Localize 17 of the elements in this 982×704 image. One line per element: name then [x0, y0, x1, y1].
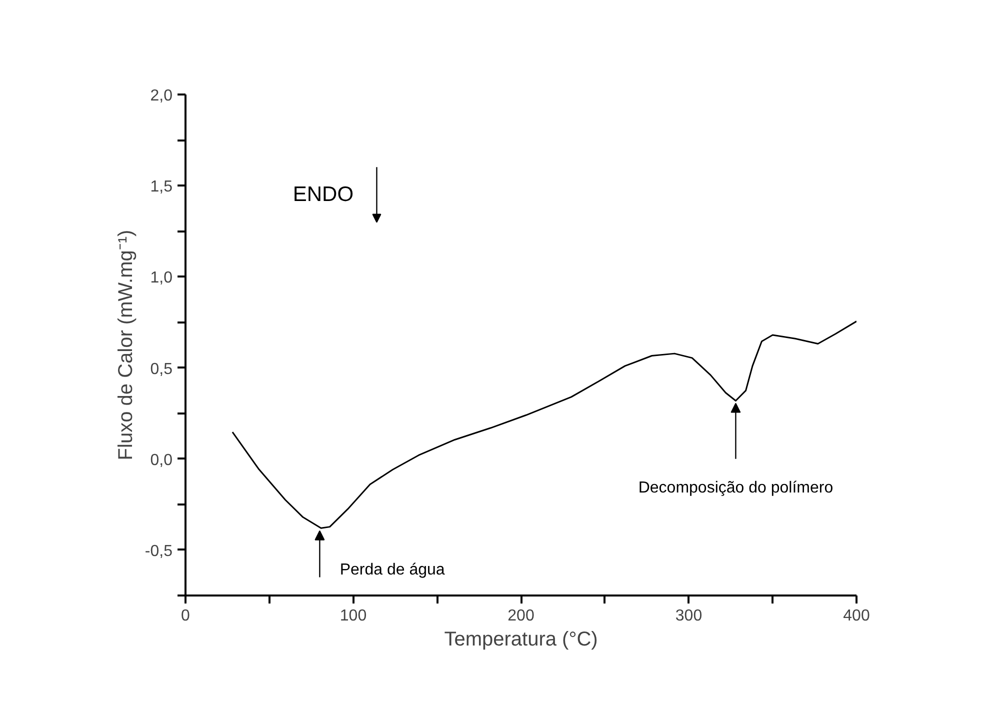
annotation: Decomposição do polímero: [638, 480, 834, 497]
y-tick-label: 1,5: [150, 178, 173, 196]
y-tick-label: -0,5: [144, 542, 173, 560]
x-tick-label: 100: [340, 608, 367, 624]
line-series: [232, 320, 856, 529]
x-tick-label: 400: [843, 608, 870, 624]
x-tick-label: 0: [181, 608, 190, 624]
x-tick-label: 200: [508, 608, 534, 624]
x-tick-label: 300: [675, 608, 702, 624]
y-axis-title: Fluxo de Calor (mW.mg⁻¹): [114, 230, 137, 460]
y-tick-label: 2,0: [150, 88, 173, 104]
y-tick-label: 0,0: [150, 452, 173, 469]
annotation: Perda de água: [340, 561, 445, 578]
annotation: ENDO: [292, 183, 354, 206]
x-axis-title: Temperatura (°C): [444, 628, 598, 650]
y-tick-label: 0,5: [150, 360, 173, 378]
y-tick-label: 1,0: [150, 270, 173, 287]
